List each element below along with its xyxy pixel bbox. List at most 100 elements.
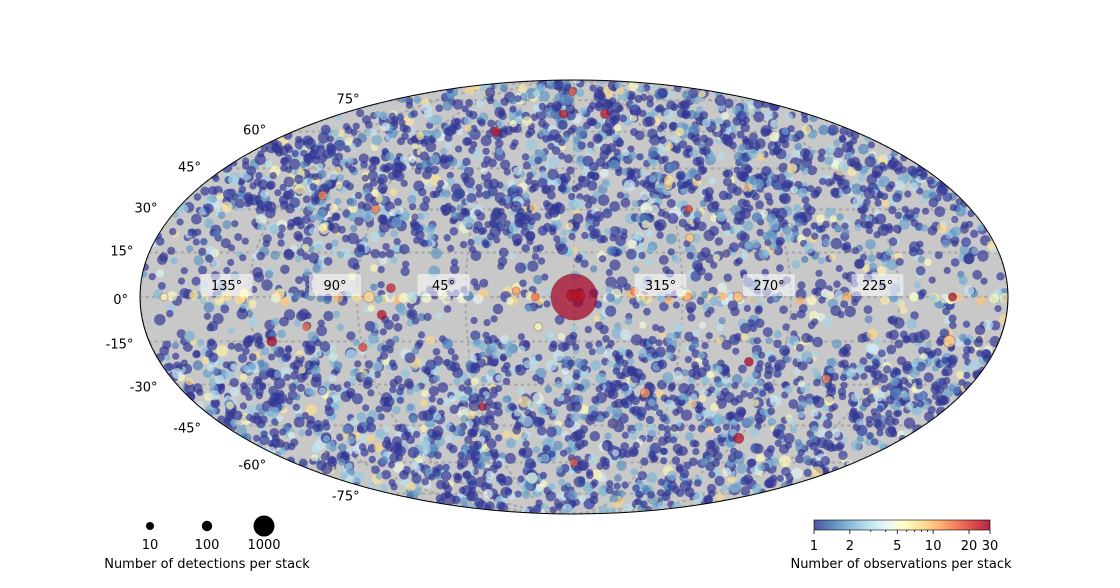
source-point (646, 100, 654, 108)
source-point (255, 403, 264, 412)
source-point (679, 480, 692, 492)
source-point (360, 161, 368, 169)
size-legend-label-10: 10 (142, 538, 159, 553)
source-point (426, 335, 435, 345)
source-point (669, 122, 678, 130)
source-point (718, 190, 729, 201)
source-point (705, 192, 713, 200)
source-point (258, 383, 267, 391)
source-point (392, 406, 401, 415)
source-point (563, 388, 572, 396)
graticule-meridian (572, 80, 901, 514)
source-point (608, 507, 616, 514)
source-point (434, 451, 442, 460)
source-point (460, 207, 468, 215)
source-point (463, 176, 475, 188)
source-point (278, 447, 287, 455)
source-point (157, 254, 168, 265)
source-point (334, 152, 344, 161)
source-point (844, 305, 856, 318)
source-point (247, 317, 258, 328)
source-point (306, 415, 315, 425)
source-point (473, 235, 483, 245)
source-point (451, 353, 459, 362)
source-point (399, 243, 410, 255)
source-point (967, 210, 975, 218)
source-point (466, 192, 477, 203)
source-point (593, 88, 605, 100)
source-point (871, 377, 880, 386)
source-point (666, 162, 677, 173)
source-point (176, 329, 186, 339)
source-point (958, 333, 967, 342)
source-point (961, 237, 972, 248)
source-point (867, 254, 876, 263)
source-point (568, 232, 576, 241)
source-point (185, 377, 194, 386)
source-point (522, 116, 533, 127)
source-point (414, 167, 422, 175)
source-point (652, 324, 660, 332)
source-point (665, 399, 676, 410)
source-point (949, 321, 957, 330)
source-point (778, 136, 786, 144)
source-point (265, 445, 276, 457)
source-point (837, 360, 845, 368)
source-point (354, 360, 362, 368)
source-point (782, 323, 790, 331)
source-point (267, 369, 275, 378)
source-point (565, 222, 574, 231)
source-point (853, 258, 865, 270)
source-point (906, 318, 918, 330)
source-point (883, 365, 892, 374)
source-point (486, 438, 497, 449)
source-point (535, 354, 543, 362)
source-point (277, 231, 285, 239)
source-point (454, 123, 462, 131)
source-point (368, 481, 376, 489)
source-point (738, 241, 746, 249)
source-point (466, 411, 476, 420)
source-point (532, 446, 541, 454)
source-point (678, 393, 687, 401)
source-point (381, 402, 393, 413)
source-point (731, 382, 739, 390)
source-point (699, 147, 707, 155)
source-point (234, 342, 244, 352)
source-point (627, 357, 635, 366)
source-point (171, 342, 180, 350)
source-point (440, 204, 448, 213)
source-point (616, 104, 624, 113)
source-point (912, 207, 920, 215)
source-point (302, 252, 310, 261)
source-point (828, 253, 837, 261)
source-point (364, 120, 373, 129)
source-point (525, 130, 533, 139)
source-point (808, 434, 817, 443)
source-point (793, 204, 801, 212)
source-point (505, 297, 514, 305)
source-point (699, 395, 707, 403)
source-point (443, 305, 452, 313)
source-point (377, 177, 385, 185)
source-point (555, 465, 564, 473)
source-point (140, 270, 148, 278)
source-point (767, 417, 777, 427)
source-point (919, 171, 928, 181)
source-point (980, 277, 988, 285)
source-point (587, 224, 596, 232)
source-point (410, 219, 418, 227)
source-point (293, 319, 301, 327)
source-point (735, 406, 747, 418)
source-point (865, 437, 874, 446)
source-point (630, 240, 638, 249)
source-point (731, 374, 743, 385)
source-point (649, 134, 661, 146)
source-point (740, 232, 750, 243)
source-point (318, 387, 327, 395)
source-point (773, 330, 782, 339)
source-point (268, 385, 279, 396)
source-point (311, 155, 321, 165)
source-point (708, 177, 717, 185)
source-point (658, 423, 666, 431)
